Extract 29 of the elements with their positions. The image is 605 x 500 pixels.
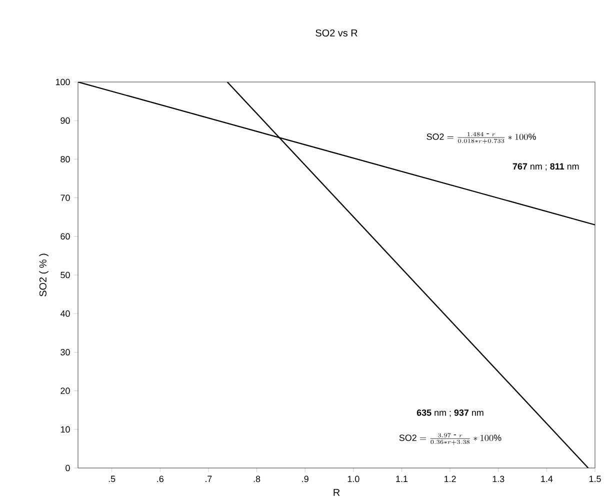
annotation: $\mathrm{SO2} = \frac{1.484\mbox{ - }r}{0.018 * r + 0.733} * 100\%$ — [426, 132, 536, 144]
x-tick-label: 1.4 — [541, 476, 553, 482]
y-tick-label: 30 — [60, 349, 70, 356]
x-tick-label: 1.0 — [348, 476, 360, 482]
x-tick-label: .6 — [157, 476, 164, 482]
y-axis-title: SO2 ( % ) — [39, 254, 48, 296]
y-tick-label: 80 — [60, 156, 70, 162]
annotation: $\mathrm{SO2} = \frac{3.97\mbox{ - }r}{0.36 * r + 3.38} * 100\%$ — [399, 433, 502, 445]
chart-title: SO2 vs R — [316, 29, 358, 36]
y-tick-label: 90 — [60, 117, 70, 124]
annotation: 635 nm ; 937 nm — [416, 409, 484, 417]
y-tick-label: 0 — [66, 464, 70, 472]
x-tick-label: 1.3 — [492, 476, 504, 482]
x-tick-label: .8 — [254, 476, 260, 482]
y-tick-label: 10 — [60, 426, 70, 433]
x-tick-label: .5 — [108, 476, 116, 482]
y-tick-label: 50 — [60, 272, 70, 278]
x-tick-label: 1.1 — [396, 476, 408, 482]
y-tick-label: 100 — [56, 78, 70, 86]
x-tick-label: .7 — [206, 476, 212, 482]
x-tick-label: 1.2 — [444, 476, 456, 482]
y-tick-label: 40 — [60, 310, 70, 317]
y-tick-label: 20 — [60, 388, 70, 394]
x-tick-label: 1.5 — [589, 476, 601, 482]
annotation: 767 nm ; 811 nm — [512, 163, 579, 171]
x-axis-title: R — [334, 488, 340, 496]
y-tick-label: 70 — [60, 194, 70, 201]
y-tick-label: 60 — [60, 233, 70, 240]
x-tick-label: .9 — [302, 476, 308, 482]
